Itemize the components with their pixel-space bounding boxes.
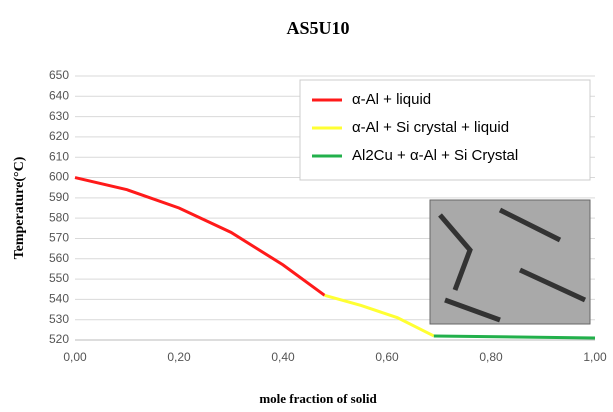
legend-label: α-Al + Si crystal + liquid [352, 119, 509, 136]
y-tick-label: 520 [49, 332, 69, 346]
y-axis-label: Temperature(°C) [12, 156, 27, 259]
line-series [434, 336, 595, 338]
y-tick-label: 580 [49, 210, 69, 224]
y-tick-label: 610 [49, 149, 69, 163]
y-tick-label: 570 [49, 231, 69, 245]
y-tick-label: 590 [49, 190, 69, 204]
y-tick-label: 620 [49, 129, 69, 143]
y-tick-label: 640 [49, 88, 69, 102]
x-tick-label: 0,40 [271, 350, 295, 364]
y-tick-label: 650 [49, 68, 69, 82]
chart-title: AS5U10 [286, 18, 349, 38]
x-tick-label: 0,20 [167, 350, 191, 364]
x-tick-label: 0,60 [375, 350, 399, 364]
y-tick-label: 530 [49, 312, 69, 326]
x-tick-label: 0,00 [63, 350, 87, 364]
x-axis-label: mole fraction of solid [259, 391, 377, 406]
x-tick-label: 0,80 [479, 350, 503, 364]
legend-label: Al2Cu + α-Al + Si Crystal [352, 147, 518, 164]
line-series [75, 178, 325, 296]
legend-label: α-Al + liquid [352, 91, 431, 108]
y-tick-label: 600 [49, 170, 69, 184]
y-tick-label: 540 [49, 292, 69, 306]
y-tick-label: 630 [49, 109, 69, 123]
y-tick-label: 550 [49, 271, 69, 285]
y-tick-label: 560 [49, 251, 69, 265]
chart: AS5U10 mole fraction of solid Temperatur… [0, 0, 613, 412]
line-series [325, 295, 434, 336]
x-tick-label: 1,00 [583, 350, 607, 364]
